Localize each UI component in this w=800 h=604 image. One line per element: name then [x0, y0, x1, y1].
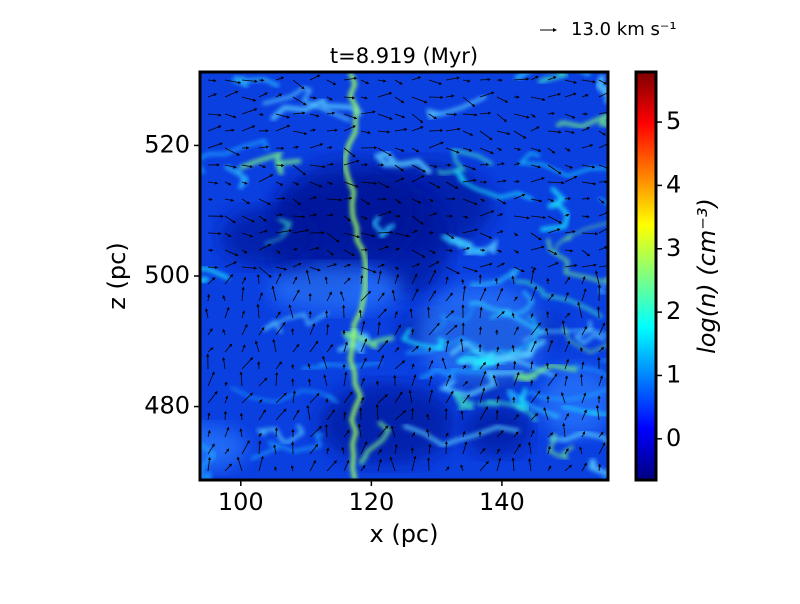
- x-tick-label: 100: [218, 488, 264, 516]
- velocity-arrow: [276, 428, 277, 437]
- y-tick-label: 520: [144, 130, 190, 158]
- velocity-arrow: [276, 165, 284, 166]
- y-tick-label: 480: [144, 392, 190, 420]
- chart-title: t=8.919 (Myr): [330, 44, 478, 68]
- velocity-arrow: [446, 114, 457, 115]
- colorbar-tick-label: 0: [666, 424, 681, 452]
- y-tick-label: 500: [144, 261, 190, 289]
- texture: [269, 265, 403, 314]
- y-axis-label: z (pc): [103, 242, 131, 309]
- x-tick-label: 120: [348, 488, 394, 516]
- velocity-arrow: [208, 267, 217, 268]
- colorbar-tick-label: 5: [666, 107, 681, 135]
- velocity-arrow: [547, 312, 548, 318]
- colorbar-tick-label: 2: [666, 297, 681, 325]
- quiver-key-label: 13.0 km s⁻¹: [571, 19, 677, 40]
- colorbar-tick-label: 1: [666, 360, 681, 388]
- colorbar-label: log(n) (cm⁻³): [693, 198, 721, 354]
- colorbar-tick-label: 4: [666, 170, 681, 198]
- texture: [539, 366, 614, 437]
- velocity-arrow: [208, 233, 221, 234]
- velocity-arrow: [462, 280, 463, 284]
- velocity-arrow: [292, 329, 293, 335]
- texture: [319, 384, 455, 465]
- colorbar: [636, 72, 656, 480]
- colorbar-tick-label: 3: [666, 234, 681, 262]
- x-axis-label: x (pc): [370, 520, 439, 548]
- x-tick-label: 140: [479, 488, 525, 516]
